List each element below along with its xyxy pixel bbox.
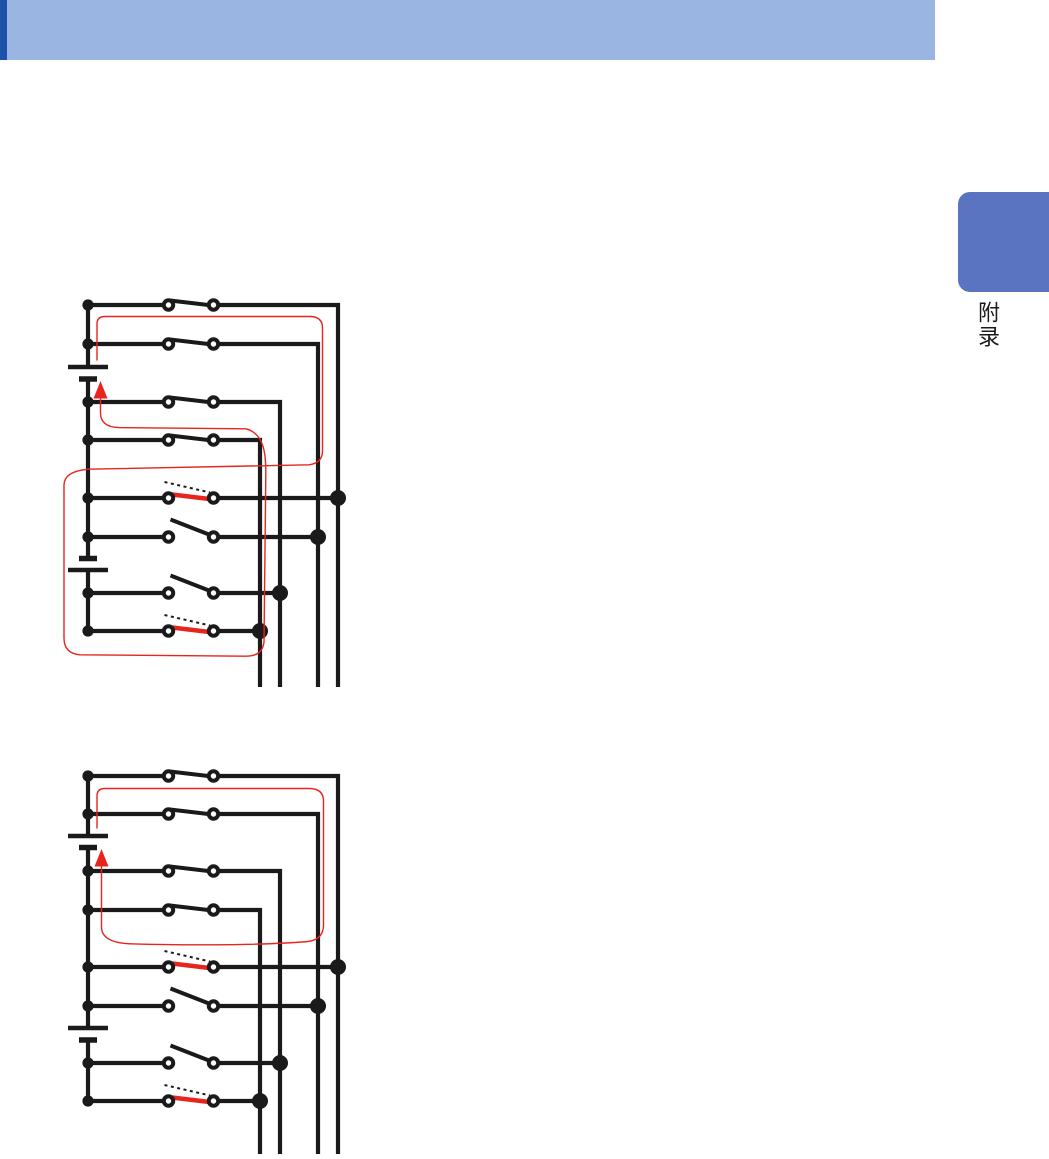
bus-node-dot [82,299,94,311]
current-direction-arrow [93,381,108,399]
switch-contact [161,903,176,917]
bus-node-dot [82,396,94,408]
switch-contact [161,491,176,505]
switch-open-position-dotted [164,950,211,963]
switch-lever-open [169,986,213,1007]
junction-dot [310,529,326,545]
bus-node-dot [82,1095,94,1107]
switch-contact [206,1056,221,1070]
appendix-side-tab [958,192,1049,292]
switch-open-position-dotted [164,481,211,494]
switch-contact [206,864,221,878]
bus-node-dot [82,531,94,543]
switch-contact [206,586,221,600]
switch-contact [161,1056,176,1070]
switch-contact [206,807,221,821]
switch-lever-closed [169,298,213,308]
scan-circuit-state-2 [68,769,346,1154]
switch-contact [206,999,221,1013]
bus-node-dot [82,904,94,916]
channel-to-bus-wire [213,773,341,1154]
current-direction-arrow [94,849,109,867]
switch-lever-closed [169,337,213,347]
scan-circuit-state-1 [63,298,346,687]
switch-contact [206,491,221,505]
bus-node-dot [82,1057,94,1069]
current-flow-path [96,787,325,946]
switch-contact [161,395,176,409]
junction-dot [330,490,346,506]
switch-lever-closed [169,864,213,874]
switch-contact [161,433,176,447]
switch-contact [161,807,176,821]
switch-contact [161,769,176,783]
junction-dot [272,585,288,601]
channel-to-bus-wire [213,907,263,1154]
junction-dot [330,959,346,975]
switch-contact [161,586,176,600]
bus-node-dot [82,865,94,877]
switch-contact [161,530,176,544]
switch-contact [161,624,176,638]
switch-lever-closed-active [171,961,210,971]
switch-contact [161,1094,176,1108]
junction-dot [272,1055,288,1071]
current-flow-path [63,315,324,657]
switch-contact [206,395,221,409]
switch-lever-open [169,1043,213,1064]
header-accent-strip [0,0,7,60]
page-header-bar [0,0,935,60]
bus-node-dot [82,587,94,599]
switch-lever-closed-active [171,1095,210,1105]
bus-node-dot [82,770,94,782]
switch-contact [206,433,221,447]
switch-contact [161,960,176,974]
switch-contact [206,337,221,351]
switch-contact [161,337,176,351]
switch-contact [206,960,221,974]
bus-node-dot [82,1000,94,1012]
channel-to-bus-wire [213,399,283,687]
channel-to-bus-wire [213,811,321,1154]
switch-lever-closed [169,433,213,443]
bus-node-dot [82,434,94,446]
switch-contact [206,530,221,544]
switch-lever-closed [169,903,213,913]
channel-to-bus-wire [213,868,283,1154]
bus-node-dot [82,625,94,637]
switch-lever-closed [169,769,213,779]
appendix-tab-label: 附录 [974,301,999,349]
bus-node-dot [82,492,94,504]
junction-dot [252,623,268,639]
bus-node-dot [82,338,94,350]
switch-lever-closed-active [171,625,210,635]
switch-contact [161,298,176,312]
switch-contact [161,864,176,878]
channel-to-bus-wire [213,341,321,687]
channel-to-bus-wire [213,437,263,687]
switch-open-position-dotted [164,614,211,627]
switch-contact [161,999,176,1013]
switch-lever-closed-active [171,492,210,502]
junction-dot [252,1093,268,1109]
switch-lever-closed [169,395,213,405]
switch-contact [206,298,221,312]
junction-dot [310,998,326,1014]
switch-contact [206,1094,221,1108]
switch-contact [206,624,221,638]
switch-lever-closed [169,807,213,817]
switch-open-position-dotted [164,1084,211,1097]
switch-lever-open [169,517,213,538]
channel-to-bus-wire [213,302,341,687]
bus-node-dot [82,808,94,820]
switch-contact [206,769,221,783]
switch-contact [206,903,221,917]
bus-node-dot [82,961,94,973]
switch-lever-open [169,573,213,594]
